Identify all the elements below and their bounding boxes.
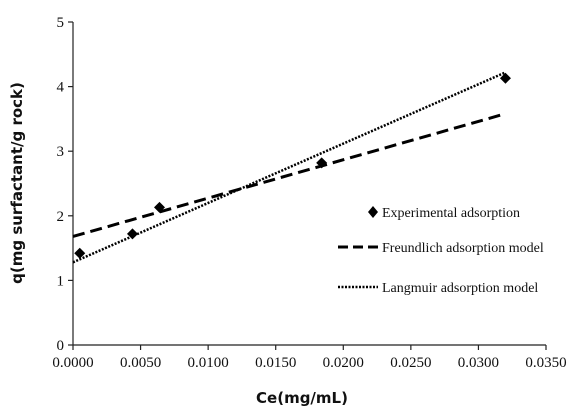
y-tick-label: 2 [57, 209, 65, 225]
legend: Experimental adsorption Freundlich adsor… [338, 206, 544, 296]
experimental-point [499, 72, 511, 84]
legend-item-langmuir: Langmuir adsorption model [338, 281, 538, 296]
y-tick-label: 5 [57, 15, 65, 31]
legend-label-experimental: Experimental adsorption [382, 206, 520, 221]
experimental-point [126, 228, 138, 240]
y-tick-label: 1 [57, 273, 65, 289]
experimental-points [74, 72, 511, 259]
legend-label-freundlich: Freundlich adsorption model [382, 241, 544, 256]
x-ticks: 0.0000 0.0050 0.0100 0.0150 0.0200 0.0250 0.03… [52, 345, 567, 371]
y-axis-title: q(mg surfactant/g rock) [8, 82, 26, 284]
model-lines [72, 71, 506, 264]
legend-item-freundlich: Freundlich adsorption model [338, 241, 544, 256]
experimental-point [153, 201, 165, 213]
experimental-point [74, 247, 86, 259]
experimental-point [316, 157, 328, 169]
x-tick-label: 0.0250 [390, 355, 431, 371]
y-tick-label: 3 [57, 144, 65, 160]
y-ticks: 0 1 2 3 4 5 [57, 15, 73, 354]
x-tick-label: 0.0000 [52, 355, 93, 371]
x-tick-label: 0.0050 [120, 355, 161, 371]
legend-item-experimental: Experimental adsorption [368, 206, 520, 221]
x-tick-label: 0.0150 [255, 355, 296, 371]
x-axis-title: Ce(mg/mL) [256, 389, 348, 407]
x-tick-label: 0.0200 [323, 355, 364, 371]
legend-label-langmuir: Langmuir adsorption model [382, 281, 538, 296]
x-tick-label: 0.0100 [188, 355, 229, 371]
y-tick-label: 0 [57, 338, 65, 354]
freundlich-model-line [72, 112, 506, 238]
y-tick-label: 4 [57, 80, 65, 96]
legend-diamond-marker [368, 206, 378, 218]
langmuir-model-line [72, 71, 506, 264]
x-tick-label: 0.0350 [525, 355, 566, 371]
x-tick-label: 0.0300 [458, 355, 499, 371]
